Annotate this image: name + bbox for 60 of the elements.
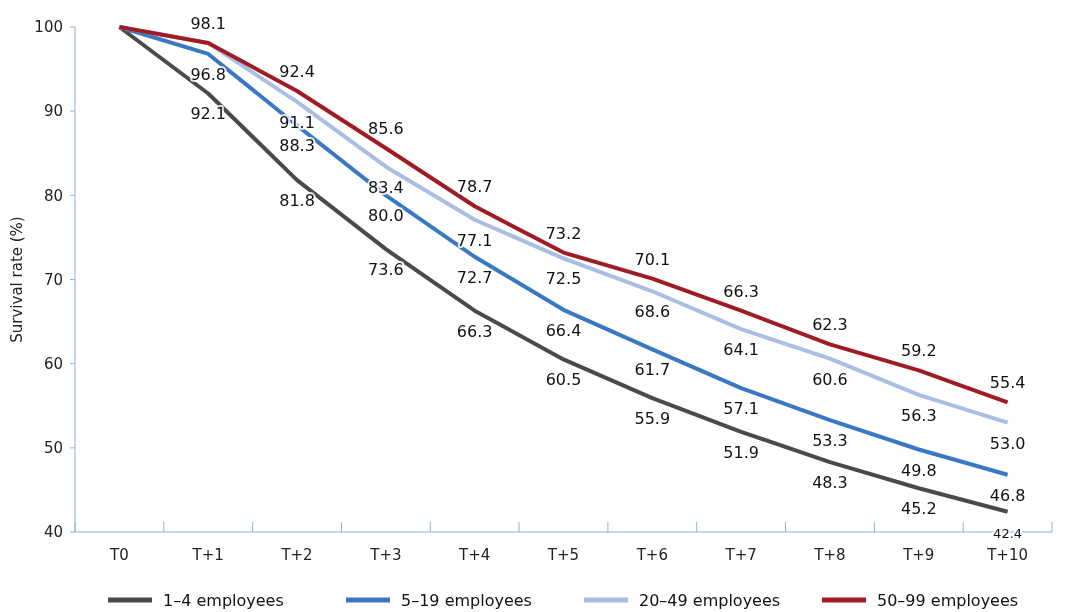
y-tick-label: 40 — [43, 523, 63, 542]
data-label: 42.4 — [993, 525, 1023, 541]
data-label: 60.5 — [545, 370, 582, 390]
data-label: 72.7 — [456, 267, 493, 287]
data-label: 57.1 — [723, 399, 759, 419]
x-tick-label: T+3 — [369, 546, 402, 564]
y-tick-label: 50 — [43, 439, 63, 458]
x-tick-label: T+1 — [191, 546, 224, 564]
legend-label: 1–4 employees — [163, 590, 284, 610]
data-label: 49.8 — [900, 460, 937, 480]
x-tick-label: T+9 — [902, 546, 935, 564]
data-label: 73.6 — [368, 260, 404, 280]
data-label: 66.3 — [456, 321, 493, 341]
data-label: 98.1 — [190, 13, 227, 33]
data-label: 73.2 — [545, 223, 582, 243]
y-tick-label: 60 — [43, 354, 63, 373]
data-label: 56.3 — [900, 405, 937, 425]
data-label: 68.6 — [634, 302, 671, 322]
data-label: 45.2 — [900, 499, 937, 519]
data-label: 48.3 — [812, 473, 848, 493]
y-axis-title: Survival rate (%) — [8, 216, 26, 343]
y-tick-label: 80 — [43, 186, 63, 205]
x-tick-label: T+4 — [458, 546, 491, 564]
x-tick-label: T+8 — [813, 546, 846, 564]
data-label: 88.3 — [279, 136, 315, 156]
legend-label: 20–49 employees — [639, 590, 781, 610]
x-tick-label: T+7 — [724, 546, 757, 564]
data-label: 59.2 — [900, 341, 937, 361]
data-label: 81.8 — [279, 191, 315, 211]
y-tick-label: 70 — [43, 270, 63, 289]
data-label: 78.7 — [456, 177, 493, 197]
data-label: 51.9 — [723, 442, 759, 462]
data-label: 77.1 — [456, 230, 493, 250]
data-label: 62.3 — [812, 315, 848, 335]
data-label: 80.0 — [368, 206, 404, 226]
data-label: 46.8 — [989, 485, 1026, 505]
data-label: 55.4 — [989, 373, 1026, 393]
x-tick-label: T+2 — [280, 546, 313, 564]
data-label: 53.0 — [989, 433, 1026, 453]
data-label: 66.3 — [723, 281, 759, 301]
y-tick-label: 100 — [34, 18, 63, 37]
data-label: 85.6 — [368, 119, 404, 139]
data-label: 96.8 — [190, 64, 227, 84]
data-label: 92.1 — [190, 104, 227, 124]
legend-label: 5–19 employees — [401, 590, 532, 610]
data-label: 60.6 — [812, 369, 848, 389]
data-label: 72.5 — [545, 269, 582, 289]
data-label: 70.1 — [634, 249, 671, 269]
legend-label: 50–99 employees — [877, 590, 1019, 610]
data-label: 64.1 — [723, 340, 759, 360]
x-tick-label: T+5 — [546, 546, 580, 564]
data-label: 55.9 — [634, 409, 671, 429]
x-tick-label: T0 — [109, 546, 129, 564]
x-tick-label: T+10 — [986, 546, 1029, 564]
data-label: 61.7 — [634, 360, 671, 380]
x-tick-label: T+6 — [635, 546, 668, 564]
data-label: 66.4 — [545, 320, 582, 340]
data-label: 92.4 — [279, 61, 315, 81]
data-label: 53.3 — [812, 431, 848, 451]
y-tick-label: 90 — [43, 102, 63, 121]
